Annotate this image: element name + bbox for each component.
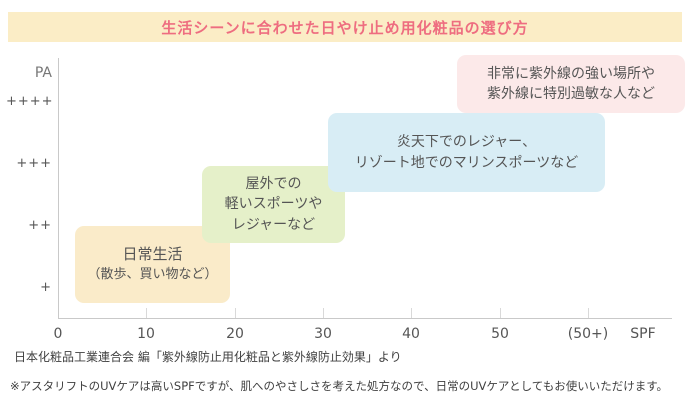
x-axis-line: [58, 318, 672, 319]
spf-axis-label: SPF: [630, 326, 656, 342]
x-tick-label-20: 20: [226, 326, 244, 342]
x-tick-mark-30: [323, 308, 324, 318]
scene-extreme-line1: 非常に紫外線の強い場所や: [487, 65, 655, 82]
x-tick-mark-40: [411, 308, 412, 318]
scene-box-extreme-uv: 非常に紫外線の強い場所や 紫外線に特別過敏な人など: [457, 55, 685, 113]
x-tick-mark-50plus: [588, 308, 589, 318]
pa-axis-label: PA: [34, 65, 52, 81]
scene-daily-line1: 日常生活: [122, 245, 183, 264]
pa-tick-4plus: ++++: [6, 94, 54, 109]
x-tick-mark-20: [235, 308, 236, 318]
scene-outdoor-line3: レジャーなど: [231, 216, 316, 233]
footnote-source: 日本化粧品工業連合会 編「紫外線防止用化粧品と紫外線防止効果」より: [14, 350, 402, 364]
x-tick-label-40: 40: [402, 326, 420, 342]
scene-outdoor-line2: 軽いスポーツや: [224, 196, 323, 213]
x-tick-mark-50: [500, 308, 501, 318]
pa-tick-1plus: +: [40, 280, 52, 295]
x-tick-label-50plus: (50+): [567, 326, 609, 342]
scene-box-outdoor-sports: 屋外での 軽いスポーツや レジャーなど: [202, 166, 345, 243]
scene-extreme-line2: 紫外線に特別過敏な人など: [487, 86, 655, 102]
x-tick-label-10: 10: [137, 326, 155, 342]
scene-box-sunny-leisure: 炎天下でのレジャー、 リゾート地でのマリンスポーツなど: [328, 113, 605, 192]
footnote-disclaimer: ※アスタリフトのUVケアは高いSPFですが、肌へのやさしさを考えた処方なので、日…: [10, 379, 669, 393]
pa-tick-2plus: ++: [28, 218, 52, 233]
x-tick-mark-10: [146, 308, 147, 318]
x-tick-label-30: 30: [314, 326, 332, 342]
scene-leisure-line2: リゾート地でのマリンスポーツなど: [354, 154, 579, 171]
scene-outdoor-line1: 屋外での: [245, 176, 302, 193]
pa-tick-3plus: +++: [16, 156, 52, 171]
chart-title-banner: 生活シーンに合わせた日やけ止め用化粧品の選び方: [8, 12, 682, 42]
x-tick-label-50: 50: [491, 326, 509, 342]
scene-leisure-line1: 炎天下でのレジャー、: [396, 134, 537, 151]
scene-daily-line2: （散歩、買い物など）: [87, 266, 218, 282]
y-axis-line: [58, 58, 59, 318]
chart-title: 生活シーンに合わせた日やけ止め用化粧品の選び方: [161, 18, 529, 37]
x-tick-label-0: 0: [53, 326, 63, 342]
